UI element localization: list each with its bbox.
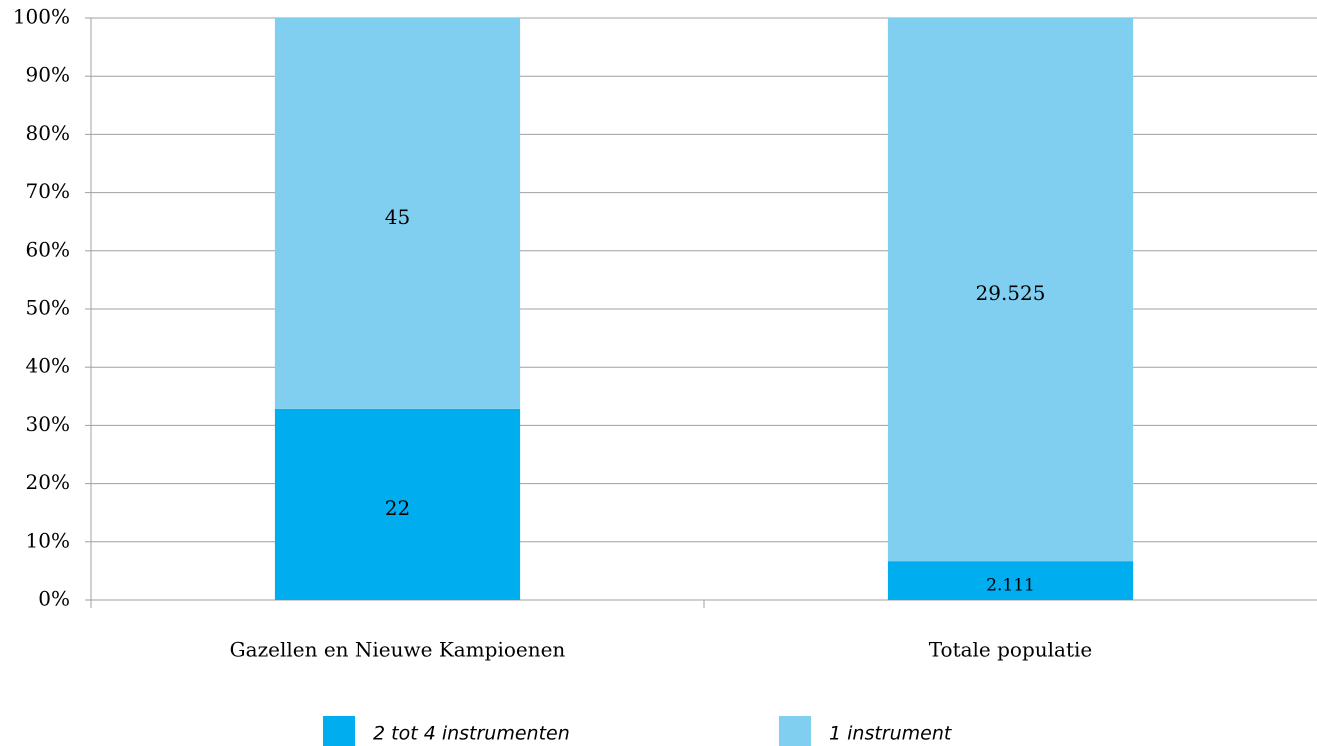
y-tick-label: 10% xyxy=(26,528,70,552)
data-label: 45 xyxy=(385,205,410,229)
y-tick-label: 40% xyxy=(26,354,70,378)
legend-label: 2 tot 4 instrumenten xyxy=(373,723,570,745)
legend-swatch xyxy=(323,716,355,746)
legend-label: 1 instrument xyxy=(829,723,953,745)
y-tick-label: 90% xyxy=(26,63,70,87)
y-tick-label: 20% xyxy=(26,470,70,494)
bar-segment xyxy=(887,18,1134,562)
data-label: 22 xyxy=(385,496,410,520)
y-tick-label: 80% xyxy=(26,121,70,145)
x-tick-label: Totale populatie xyxy=(929,638,1093,662)
y-tick-label: 100% xyxy=(13,5,70,29)
y-tick-label: 0% xyxy=(38,587,70,611)
data-label: 29.525 xyxy=(976,281,1046,305)
bar-segment xyxy=(887,561,1134,600)
y-tick-label: 50% xyxy=(26,296,70,320)
x-tick-label: Gazellen en Nieuwe Kampioenen xyxy=(230,638,566,662)
y-tick-label: 70% xyxy=(26,179,70,203)
bar-segment xyxy=(274,18,521,409)
y-tick-label: 60% xyxy=(26,237,70,261)
legend-swatch xyxy=(779,716,811,746)
y-tick-label: 30% xyxy=(26,412,70,436)
data-label: 2.111 xyxy=(986,576,1035,596)
bar-segment xyxy=(274,408,521,600)
